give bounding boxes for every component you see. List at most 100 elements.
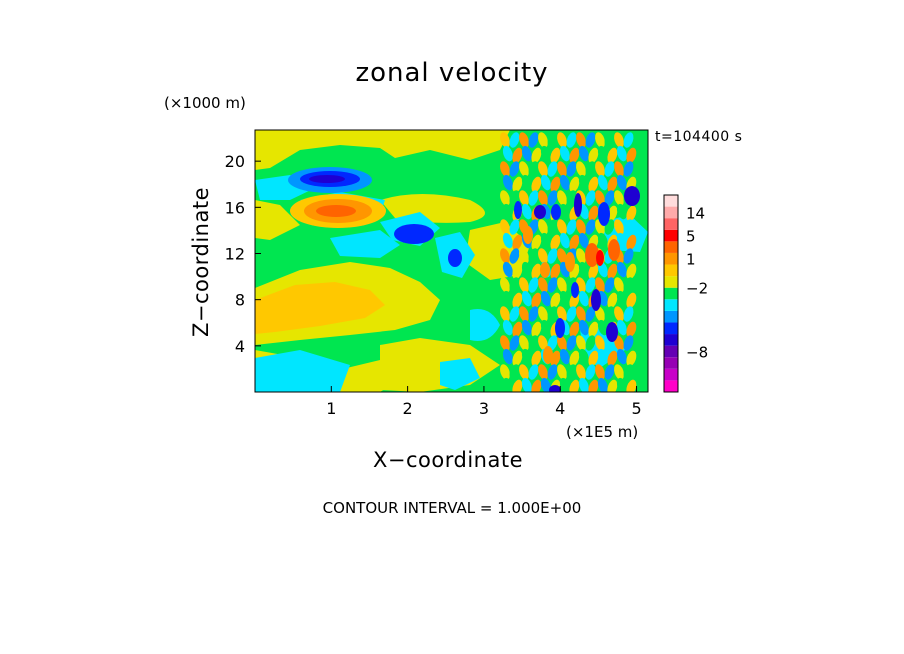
wave-cell — [595, 161, 605, 177]
wave-cell — [626, 321, 637, 338]
wave-cell — [578, 290, 589, 307]
wave-cell — [607, 292, 618, 309]
wave-cell — [557, 364, 567, 380]
wave-cell — [623, 364, 634, 380]
wave-cell — [509, 248, 520, 264]
wave-cell — [566, 132, 577, 148]
wave-cell — [604, 190, 615, 206]
wave-cell — [557, 190, 567, 206]
x-tick-label: 1 — [326, 399, 336, 418]
wave-cell — [500, 190, 510, 206]
wave-cell — [623, 132, 634, 148]
colorbar-level — [664, 310, 678, 323]
colorbar-label: −8 — [686, 343, 708, 361]
wave-cell — [616, 203, 627, 220]
y-tick-label: 16 — [225, 198, 245, 217]
contour-region — [470, 309, 500, 341]
wave-cell — [588, 205, 599, 222]
colorbar-level — [664, 357, 678, 369]
wave-cell — [512, 379, 523, 392]
wave-cell — [616, 377, 627, 392]
wave-cell — [559, 377, 570, 392]
wave-cell — [509, 161, 520, 177]
wave-extremum — [555, 318, 565, 338]
wave-cell — [557, 277, 567, 293]
contour-interval-note: CONTOUR INTERVAL = 1.000E+00 — [322, 499, 582, 517]
x-axis-units: (×1E5 m) — [566, 423, 639, 441]
wave-cell — [538, 132, 548, 148]
wave-cell — [595, 190, 605, 206]
wave-cell — [588, 321, 599, 338]
chart-title: zonal velocity — [355, 58, 549, 88]
wave-cell — [521, 145, 532, 162]
wave-cell — [519, 364, 529, 380]
wave-cell — [614, 161, 624, 177]
wave-extremum — [591, 289, 601, 311]
wave-cell — [500, 248, 510, 264]
y-tick-label: 12 — [225, 244, 245, 263]
wave-cell — [500, 132, 510, 148]
wave-cell — [502, 290, 513, 307]
wave-cell — [578, 232, 589, 249]
wave-cell — [623, 306, 634, 322]
wave-extremum — [534, 205, 546, 219]
wave-cell — [623, 248, 634, 264]
wave-cell — [607, 379, 618, 392]
colorbar-label: 14 — [686, 204, 705, 222]
colorbar-level — [664, 276, 678, 288]
wave-cell — [616, 348, 627, 365]
wave-cell — [569, 379, 580, 392]
y-tick-label: 4 — [235, 337, 245, 356]
wave-extremum — [624, 186, 640, 206]
wave-cell — [597, 174, 608, 191]
wave-cell — [559, 348, 570, 365]
x-axis-label: X−coordinate — [373, 448, 523, 472]
wave-cell — [576, 132, 586, 148]
wave-cell — [547, 132, 558, 148]
colorbar-label: 1 — [686, 251, 696, 269]
wave-cell — [538, 364, 548, 380]
wave-cell — [528, 132, 539, 148]
wave-cell — [585, 364, 596, 380]
wave-cell — [509, 132, 520, 148]
colorbar-level — [664, 380, 678, 392]
wave-cell — [528, 335, 539, 351]
wave-cell — [502, 174, 513, 191]
colorbar-frame — [663, 194, 679, 393]
contour-region — [255, 200, 300, 240]
wave-cell — [576, 219, 586, 235]
wave-cell — [578, 174, 589, 191]
wave-cell — [576, 306, 586, 322]
wave-cell — [512, 176, 523, 193]
wave-cell — [550, 234, 561, 251]
wave-cell — [502, 203, 513, 220]
wave-cell — [597, 377, 608, 392]
wave-cell — [604, 132, 615, 148]
wave-cell — [578, 261, 589, 278]
jet-negative — [394, 224, 434, 244]
wave-cell — [528, 248, 539, 264]
wave-cell — [519, 190, 529, 206]
wave-cell — [519, 248, 529, 264]
wave-cell — [569, 350, 580, 367]
wave-extremum — [514, 201, 522, 219]
wave-extremum — [549, 385, 561, 392]
colorbar-level — [664, 287, 678, 300]
colorbar: 14 5 1 −2 −8 — [663, 194, 708, 393]
wave-cell — [607, 350, 618, 367]
colorbar-level — [664, 345, 678, 358]
wave-cell — [626, 379, 637, 392]
wave-cell — [585, 219, 596, 235]
wave-cell — [588, 263, 599, 280]
wave-cell — [576, 335, 586, 351]
wave-cell — [626, 350, 637, 367]
wave-cell — [557, 248, 567, 264]
wave-cell — [616, 319, 627, 336]
wave-cell — [547, 364, 558, 380]
wave-cell — [597, 145, 608, 162]
wave-extremum — [565, 252, 575, 272]
wave-extremum — [585, 243, 599, 267]
wave-cell — [550, 147, 561, 164]
wave-cell — [559, 232, 570, 249]
wave-cell — [538, 306, 548, 322]
